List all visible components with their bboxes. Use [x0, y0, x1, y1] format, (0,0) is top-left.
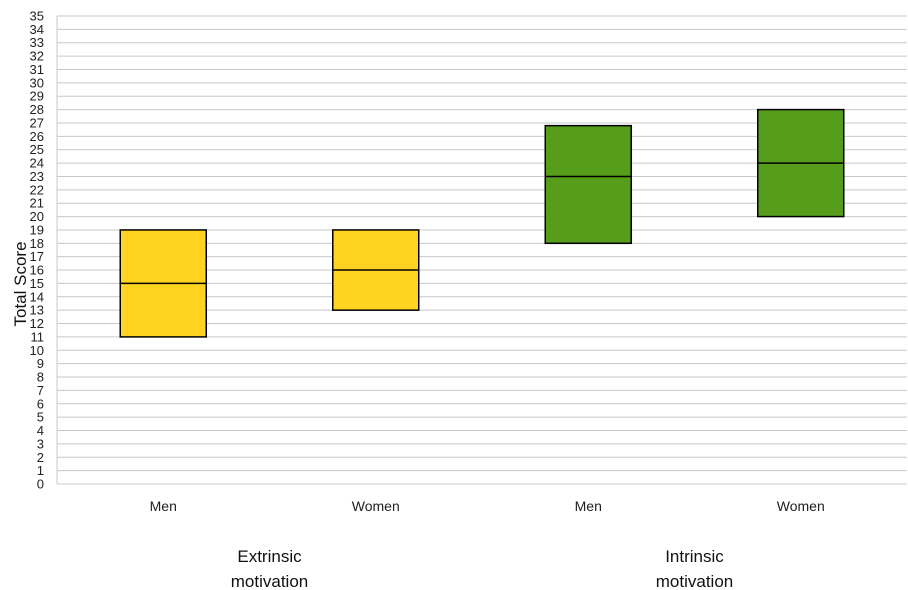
group-label: motivation — [656, 572, 733, 590]
y-tick-label: 21 — [30, 196, 44, 211]
y-tick-label: 31 — [30, 62, 44, 77]
y-axis-ticks: 0123456789101112131415161718192021222324… — [30, 9, 44, 492]
y-tick-label: 33 — [30, 35, 44, 50]
group-label: Intrinsic — [665, 547, 724, 566]
x-category-label: Women — [352, 498, 400, 514]
x-category-labels: Men Women Men Women — [150, 498, 825, 514]
y-tick-label: 0 — [37, 477, 44, 492]
x-category-label: Men — [150, 498, 177, 514]
y-tick-label: 24 — [30, 156, 44, 171]
y-tick-label: 9 — [37, 356, 44, 371]
y-tick-label: 22 — [30, 182, 44, 197]
group-label: Extrinsic — [237, 547, 302, 566]
y-axis-label: Total Score — [11, 241, 30, 326]
y-tick-label: 12 — [30, 316, 44, 331]
y-tick-label: 5 — [37, 410, 44, 425]
y-tick-label: 17 — [30, 249, 44, 264]
y-tick-label: 14 — [30, 289, 44, 304]
y-tick-label: 34 — [30, 22, 44, 37]
box — [544, 124, 632, 245]
y-tick-label: 8 — [37, 370, 44, 385]
y-tick-label: 6 — [37, 396, 44, 411]
y-tick-label: 11 — [31, 329, 45, 344]
y-tick-label: 15 — [30, 276, 44, 291]
y-tick-label: 19 — [30, 222, 44, 237]
y-tick-label: 18 — [30, 236, 44, 251]
y-tick-label: 29 — [30, 89, 44, 104]
y-tick-label: 25 — [30, 142, 44, 157]
y-tick-label: 27 — [30, 115, 44, 130]
y-tick-label: 1 — [37, 463, 44, 478]
y-tick-label: 20 — [30, 209, 44, 224]
y-tick-label: 10 — [30, 343, 44, 358]
group-labels: Extrinsic motivation Intrinsic motivation — [231, 547, 733, 590]
group-label: motivation — [231, 572, 308, 590]
x-category-label: Women — [777, 498, 825, 514]
y-tick-label: 3 — [37, 436, 44, 451]
y-tick-label: 16 — [30, 263, 44, 278]
y-tick-label: 4 — [37, 423, 44, 438]
y-tick-label: 2 — [37, 450, 44, 465]
y-tick-label: 28 — [30, 102, 44, 117]
boxes — [119, 108, 845, 338]
y-tick-label: 23 — [30, 169, 44, 184]
y-tick-label: 30 — [30, 75, 44, 90]
y-tick-label: 13 — [30, 303, 44, 318]
x-category-label: Men — [575, 498, 602, 514]
y-tick-label: 32 — [30, 49, 44, 64]
y-tick-label: 35 — [30, 9, 44, 24]
y-tick-label: 7 — [37, 383, 44, 398]
y-tick-label: 26 — [30, 129, 44, 144]
